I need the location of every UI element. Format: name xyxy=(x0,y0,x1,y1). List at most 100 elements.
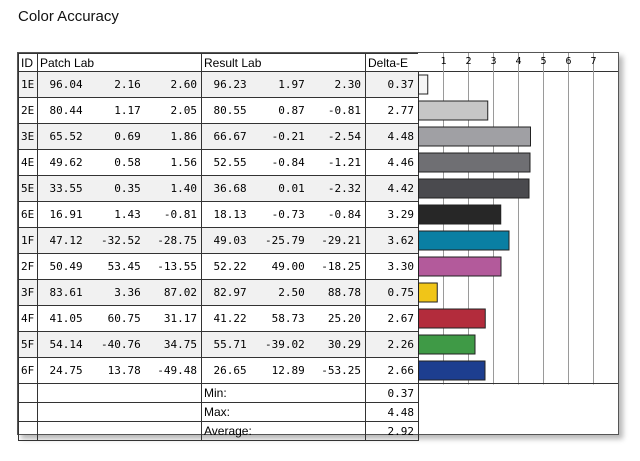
patch-lab-cell: 65.52 0.69 1.86 xyxy=(37,123,202,150)
patch-lab-value: 96.04 xyxy=(49,78,83,91)
result-lab-cell: 82.97 2.50 88.78 xyxy=(201,279,366,306)
chart-bar xyxy=(418,204,502,225)
result-lab-value: 0.01 xyxy=(278,182,305,195)
summary-empty-cell xyxy=(18,421,38,441)
table-row: 5F 54.14 -40.76 34.75 55.71 -39.02 30.29 2.26 xyxy=(18,331,419,358)
result-lab-value: 25.20 xyxy=(327,312,361,325)
patch-id: 2E xyxy=(18,97,38,124)
chart-bar xyxy=(418,230,510,251)
chart-bar xyxy=(418,74,429,95)
patch-lab-value: 2.60 xyxy=(170,78,198,91)
patch-id: 4F xyxy=(18,305,38,332)
patch-lab-cell: 16.91 1.43 -0.81 xyxy=(37,201,202,228)
patch-lab-value: -28.75 xyxy=(157,234,197,247)
color-accuracy-table: ID Patch Lab Result Lab Delta-E 1E 96.04 2… xyxy=(18,53,419,441)
delta-e-value: 2.77 xyxy=(365,97,419,124)
patch-lab-value: 2.16 xyxy=(114,78,141,91)
result-lab-value: 2.50 xyxy=(278,286,305,299)
patch-lab-cell: 49.62 0.58 1.56 xyxy=(37,149,202,176)
result-lab-cell: 55.71 -39.02 30.29 xyxy=(201,331,366,358)
patch-lab-value: 1.56 xyxy=(170,156,198,169)
summary-row: Average: 2.92 xyxy=(18,421,419,441)
header-delta-e: Delta-E xyxy=(365,53,419,72)
table-row: 2F 50.49 53.45 -13.55 52.22 49.00 -18.25 3.30 xyxy=(18,253,419,280)
chart-bar xyxy=(418,308,486,329)
result-lab-value: 26.65 xyxy=(213,364,247,377)
patch-lab-value: 65.52 xyxy=(49,130,83,143)
delta-e-value: 4.42 xyxy=(365,175,419,202)
page-title: Color Accuracy xyxy=(18,8,119,25)
summary-row: Max: 4.48 xyxy=(18,402,419,422)
result-lab-cell: 80.55 0.87 -0.81 xyxy=(201,97,366,124)
patch-lab-value: 41.05 xyxy=(49,312,83,325)
summary-value: 2.92 xyxy=(365,421,419,441)
table-header-row: ID Patch Lab Result Lab Delta-E xyxy=(18,53,419,72)
result-lab-value: 36.68 xyxy=(213,182,247,195)
patch-id: 1E xyxy=(18,71,38,98)
table-row: 1E 96.04 2.16 2.60 96.23 1.97 2.30 0.37 xyxy=(18,71,419,98)
result-lab-value: 55.71 xyxy=(213,338,247,351)
patch-id: 1F xyxy=(18,227,38,254)
patch-lab-cell: 47.12 -32.52 -28.75 xyxy=(37,227,202,254)
patch-lab-value: 1.43 xyxy=(114,208,141,221)
patch-lab-cell: 50.49 53.45 -13.55 xyxy=(37,253,202,280)
result-lab-value: 66.67 xyxy=(213,130,247,143)
patch-lab-value: 0.69 xyxy=(114,130,141,143)
header-patch-lab: Patch Lab xyxy=(37,53,202,72)
result-lab-value: -0.81 xyxy=(327,104,361,117)
patch-lab-value: -49.48 xyxy=(157,364,197,377)
result-lab-value: 82.97 xyxy=(213,286,247,299)
header-id: ID xyxy=(18,53,38,72)
result-lab-cell: 36.68 0.01 -2.32 xyxy=(201,175,366,202)
result-lab-value: -2.54 xyxy=(327,130,361,143)
delta-e-value: 2.66 xyxy=(365,357,419,384)
header-result-lab: Result Lab xyxy=(201,53,366,72)
chart-tick-label: 4 xyxy=(515,56,521,67)
chart-tick-label: 5 xyxy=(540,56,546,67)
delta-e-value: 3.30 xyxy=(365,253,419,280)
patch-lab-cell: 96.04 2.16 2.60 xyxy=(37,71,202,98)
result-lab-value: 96.23 xyxy=(213,78,247,91)
patch-lab-value: 87.02 xyxy=(163,286,197,299)
result-lab-value: -0.73 xyxy=(271,208,305,221)
patch-lab-value: -0.81 xyxy=(163,208,197,221)
patch-lab-cell: 83.61 3.36 87.02 xyxy=(37,279,202,306)
chart-bar xyxy=(418,334,476,355)
chart-summary-blank xyxy=(419,384,618,434)
patch-lab-value: 54.14 xyxy=(49,338,83,351)
summary-value: 4.48 xyxy=(365,402,419,422)
result-lab-cell: 49.03 -25.79 -29.21 xyxy=(201,227,366,254)
result-lab-cell: 52.22 49.00 -18.25 xyxy=(201,253,366,280)
patch-id: 3F xyxy=(18,279,38,306)
result-lab-value: 88.78 xyxy=(327,286,361,299)
result-lab-cell: 52.55 -0.84 -1.21 xyxy=(201,149,366,176)
table-row: 2E 80.44 1.17 2.05 80.55 0.87 -0.81 2.77 xyxy=(18,97,419,124)
chart-bar xyxy=(418,178,530,199)
summary-empty-cell xyxy=(18,402,38,422)
color-accuracy-panel: ID Patch Lab Result Lab Delta-E 1E 96.04 2… xyxy=(17,52,619,441)
patch-lab-value: 50.49 xyxy=(49,260,83,273)
patch-lab-value: 53.45 xyxy=(107,260,141,273)
chart-bar xyxy=(418,360,486,381)
result-lab-value: 30.29 xyxy=(327,338,361,351)
result-lab-value: 52.55 xyxy=(213,156,247,169)
patch-lab-value: 34.75 xyxy=(163,338,197,351)
chart-tick-label: 1 xyxy=(440,56,446,67)
result-lab-value: -53.25 xyxy=(321,364,361,377)
patch-id: 6E xyxy=(18,201,38,228)
summary-label: Max: xyxy=(201,402,366,422)
patch-lab-value: 60.75 xyxy=(107,312,141,325)
chart-bar xyxy=(418,282,438,303)
delta-e-value: 0.37 xyxy=(365,71,419,98)
result-lab-cell: 41.22 58.73 25.20 xyxy=(201,305,366,332)
patch-lab-value: -40.76 xyxy=(101,338,141,351)
patch-id: 6F xyxy=(18,357,38,384)
patch-lab-value: 0.58 xyxy=(114,156,141,169)
patch-id: 2F xyxy=(18,253,38,280)
result-lab-value: 2.30 xyxy=(334,78,362,91)
patch-lab-value: 24.75 xyxy=(49,364,83,377)
chart-bar xyxy=(418,256,502,277)
chart-tick-label: 6 xyxy=(565,56,571,67)
table-row: 4E 49.62 0.58 1.56 52.55 -0.84 -1.21 4.46 xyxy=(18,149,419,176)
result-lab-value: -0.84 xyxy=(271,156,305,169)
